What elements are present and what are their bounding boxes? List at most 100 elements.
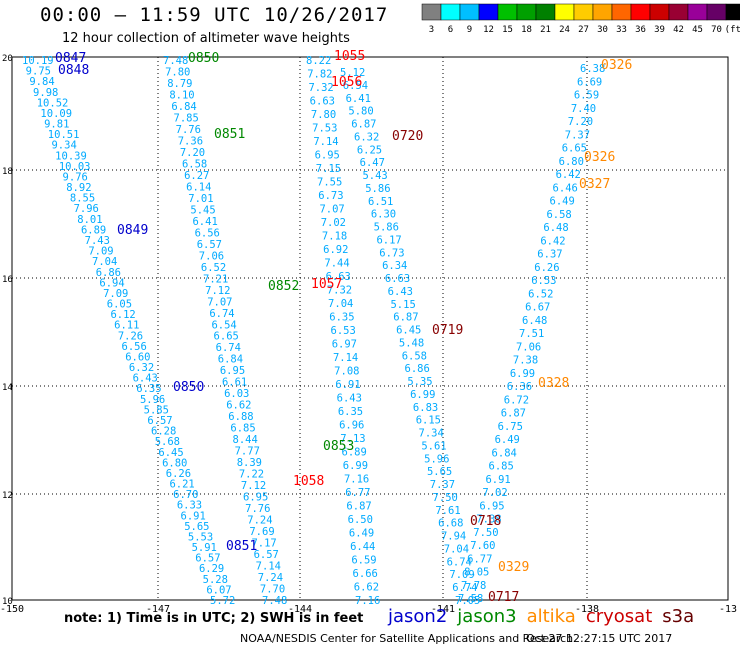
swh-value: 6.52 bbox=[528, 288, 553, 300]
swh-value: 7.51 bbox=[519, 328, 544, 340]
swh-value: 7.15 bbox=[316, 163, 341, 175]
swh-value: 7.76 bbox=[176, 124, 201, 136]
swh-value: 5.53 bbox=[188, 531, 213, 543]
swh-value: 6.84 bbox=[218, 354, 243, 366]
swh-value: 5.72 bbox=[210, 595, 235, 607]
swh-value: 8.05 bbox=[464, 567, 489, 579]
swh-value: 6.45 bbox=[158, 447, 183, 459]
swh-value: 7.04 bbox=[328, 298, 353, 310]
swh-value: 7.70 bbox=[260, 584, 285, 596]
swh-value: 6.77 bbox=[345, 487, 370, 499]
swh-value: 7.24 bbox=[258, 572, 283, 584]
swh-value: 6.91 bbox=[181, 510, 206, 522]
y-tick-label: 10 bbox=[2, 597, 13, 607]
swh-value: 7.14 bbox=[333, 352, 358, 364]
colorbar-swatch bbox=[725, 3, 740, 21]
swh-value: 6.32 bbox=[129, 362, 154, 374]
swh-value: 6.57 bbox=[254, 549, 279, 561]
swh-value: 6.54 bbox=[211, 319, 236, 331]
swh-value: 10.52 bbox=[37, 97, 69, 109]
swh-value: 6.34 bbox=[382, 260, 407, 272]
time-label: 0849 bbox=[117, 223, 148, 238]
swh-value: 6.84 bbox=[492, 447, 517, 459]
legend-jason2: jason2 bbox=[388, 606, 448, 627]
swh-value: 6.94 bbox=[99, 277, 124, 289]
swh-value: 5.35 bbox=[407, 376, 432, 388]
y-tick-label: 18 bbox=[2, 167, 13, 177]
time-label: 0851 bbox=[226, 539, 257, 554]
time-label: 0326 bbox=[601, 58, 632, 73]
swh-value: 9.98 bbox=[33, 87, 58, 99]
swh-value: 10.19 bbox=[22, 55, 54, 67]
swh-value: 7.40 bbox=[571, 103, 596, 115]
swh-value: 6.91 bbox=[485, 474, 510, 486]
swh-value: 6.92 bbox=[323, 244, 348, 256]
swh-value: 7.17 bbox=[251, 538, 276, 550]
swh-value: 7.32 bbox=[308, 82, 333, 94]
legend-cryosat: cryosat bbox=[585, 606, 653, 627]
swh-value: 6.50 bbox=[348, 514, 373, 526]
swh-value: 6.61 bbox=[222, 377, 247, 389]
swh-value: 6.95 bbox=[479, 500, 504, 512]
swh-value: 6.35 bbox=[329, 312, 354, 324]
swh-value: 8.01 bbox=[77, 214, 102, 226]
swh-value: 6.75 bbox=[498, 421, 523, 433]
swh-value: 7.18 bbox=[322, 231, 347, 243]
swh-value: 6.43 bbox=[388, 286, 413, 298]
swh-value: 7.16 bbox=[344, 474, 369, 486]
swh-value: 5.45 bbox=[190, 204, 215, 216]
swh-value: 6.21 bbox=[169, 479, 194, 491]
swh-value: 6.51 bbox=[368, 196, 393, 208]
swh-value: 6.56 bbox=[195, 227, 220, 239]
swh-value: 6.57 bbox=[195, 553, 220, 565]
swh-value: 7.07 bbox=[207, 296, 232, 308]
swh-value: 6.67 bbox=[525, 302, 550, 314]
swh-value: 6.62 bbox=[226, 400, 251, 412]
swh-value: 6.41 bbox=[192, 216, 217, 228]
swh-value: 6.57 bbox=[197, 239, 222, 251]
y-tick-label: 14 bbox=[2, 383, 13, 393]
swh-value: 6.74 bbox=[216, 342, 241, 354]
map-subtitle: 12 hour collection of altimeter wave hei… bbox=[62, 31, 350, 46]
colorbar-label: 9 bbox=[467, 25, 472, 35]
swh-value: 6.42 bbox=[540, 235, 565, 247]
timestamp-text: Oct 27 12:27:15 UTC 2017 bbox=[526, 632, 673, 645]
swh-value: 6.72 bbox=[504, 394, 529, 406]
swh-value: 9.76 bbox=[63, 171, 88, 183]
swh-value: 6.99 bbox=[510, 368, 535, 380]
swh-value: 6.32 bbox=[354, 131, 379, 143]
swh-value: 5.68 bbox=[155, 436, 180, 448]
swh-value: 6.87 bbox=[351, 119, 376, 131]
swh-value: 6.53 bbox=[331, 325, 356, 337]
swh-value: 6.26 bbox=[534, 262, 559, 274]
map-frame bbox=[11, 56, 729, 601]
swh-value: 5.91 bbox=[192, 542, 217, 554]
swh-value: 6.85 bbox=[230, 423, 255, 435]
swh-value: 7.76 bbox=[245, 503, 270, 515]
swh-value: 7.43 bbox=[85, 235, 110, 247]
swh-value: 9.34 bbox=[51, 140, 76, 152]
y-tick-label: 20 bbox=[2, 54, 13, 64]
swh-value: 6.95 bbox=[243, 492, 268, 504]
x-tick-label: -141 bbox=[431, 604, 455, 615]
swh-value: 6.35 bbox=[338, 406, 363, 418]
swh-value: 6.48 bbox=[522, 315, 547, 327]
swh-value: 7.12 bbox=[241, 480, 266, 492]
colorbar-label: (ft) bbox=[725, 25, 740, 35]
swh-value: 7.05 bbox=[455, 595, 480, 607]
swh-value: 9.84 bbox=[29, 76, 54, 88]
colorbar-label: 39 bbox=[654, 25, 665, 35]
time-label: 1055 bbox=[334, 49, 365, 64]
swh-value: 6.29 bbox=[199, 563, 224, 575]
swh-value: 7.21 bbox=[203, 273, 228, 285]
swh-value: 6.43 bbox=[133, 373, 158, 385]
swh-value: 5.96 bbox=[424, 453, 449, 465]
swh-value: 6.95 bbox=[315, 150, 340, 162]
colorbar-label: 30 bbox=[597, 25, 608, 35]
swh-value: 6.99 bbox=[343, 460, 368, 472]
swh-value: 6.38 bbox=[580, 63, 605, 75]
colorbar-label: 45 bbox=[692, 25, 703, 35]
swh-value: 6.63 bbox=[326, 271, 351, 283]
